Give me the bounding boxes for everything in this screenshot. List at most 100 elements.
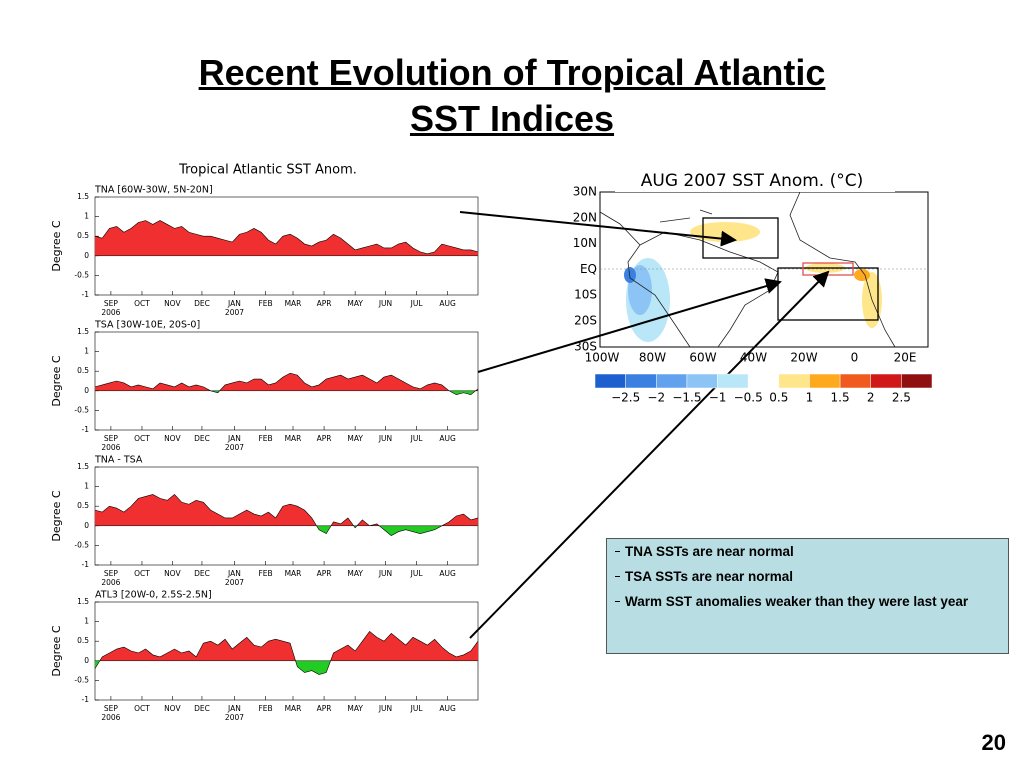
- x-tick-label: NOV: [164, 569, 181, 578]
- y-tick-label: 0: [84, 251, 89, 260]
- region-box: [702, 217, 779, 259]
- arrow: [469, 270, 830, 639]
- x-tick-label: JUN: [378, 704, 392, 713]
- x-tick-label: SEP: [104, 704, 118, 713]
- y-tick-label: 1.5: [77, 462, 89, 471]
- y-axis-label: Degree C: [50, 625, 63, 677]
- year-label: 2006: [101, 443, 120, 452]
- arrow: [477, 278, 782, 373]
- panel-title: Tropical Atlantic SST Anom.: [178, 163, 357, 178]
- colorbar-cell: [686, 373, 718, 389]
- x-tick-label: JUL: [410, 569, 424, 578]
- x-tick-label: APR: [317, 569, 332, 578]
- area-outline: [94, 630, 479, 675]
- bullet-text: TSA SSTs are near normal: [625, 569, 794, 584]
- y-tick-label: 0.5: [77, 501, 89, 510]
- x-tick-label: JAN: [227, 299, 241, 308]
- y-tick-label: 0: [84, 521, 89, 530]
- y-tick-label: -1: [82, 560, 90, 569]
- year-label: 2007: [225, 713, 244, 722]
- x-tick-label: NOV: [164, 434, 181, 443]
- x-tick-label: AUG: [439, 299, 456, 308]
- x-tick-label: MAR: [285, 569, 302, 578]
- colorbar-cell: [778, 373, 810, 389]
- y-tick-label: -0.5: [74, 540, 89, 549]
- y-tick-label: 1: [84, 347, 89, 356]
- lat-label: 10N: [573, 236, 597, 250]
- coastline: [789, 191, 896, 348]
- colorbar-cell: [839, 373, 871, 389]
- y-tick-label: 1: [84, 482, 89, 491]
- title-line: SST Indices: [409, 98, 615, 139]
- x-tick-label: MAY: [347, 704, 363, 713]
- x-tick-label: APR: [317, 299, 332, 308]
- slide-title: Recent Evolution of Tropical Atlantic SS…: [0, 50, 1024, 142]
- x-tick-label: OCT: [134, 434, 150, 443]
- chart-title: ATL3 [20W-0, 2.5S-2.5N]: [95, 590, 212, 601]
- x-tick-label: MAR: [285, 704, 302, 713]
- x-tick-label: FEB: [258, 569, 272, 578]
- x-tick-label: JUN: [378, 434, 392, 443]
- y-axis-label: Degree C: [50, 220, 63, 272]
- x-tick-label: AUG: [439, 569, 456, 578]
- arrow: [459, 211, 737, 247]
- x-tick-label: APR: [317, 434, 332, 443]
- x-tick-label: OCT: [134, 704, 150, 713]
- x-tick-label: MAY: [347, 299, 363, 308]
- x-tick-label: NOV: [164, 704, 181, 713]
- x-tick-label: APR: [317, 704, 332, 713]
- y-tick-label: -1: [82, 425, 90, 434]
- x-tick-label: JUL: [410, 299, 424, 308]
- bullet-text: TNA SSTs are near normal: [625, 544, 794, 559]
- bullet: TSA SSTs are near normal: [615, 568, 1000, 585]
- colorbar-cell: [747, 373, 780, 389]
- colorbar-label: 2.5: [892, 391, 911, 405]
- y-tick-label: 0.5: [77, 366, 89, 375]
- x-tick-label: JUL: [410, 704, 424, 713]
- x-tick-label: JAN: [227, 569, 241, 578]
- y-tick-label: 1: [84, 617, 89, 626]
- lat-label: EQ: [580, 262, 597, 276]
- lon-label: 20E: [894, 351, 917, 365]
- y-tick-label: -1: [82, 695, 90, 704]
- area-positive: [95, 494, 478, 526]
- x-tick-label: OCT: [134, 569, 150, 578]
- y-tick-label: 1.5: [77, 327, 89, 336]
- text-box: TNA SSTs are near normal TSA SSTs are ne…: [606, 538, 1009, 654]
- y-axis-label: Degree C: [50, 355, 63, 407]
- coastline: [627, 231, 779, 348]
- year-label: 2006: [101, 308, 120, 317]
- colorbar-cell: [594, 373, 626, 389]
- colorbar-cell: [656, 373, 688, 389]
- colorbar-label: −2: [647, 391, 665, 405]
- colorbar-label: −1.5: [672, 391, 701, 405]
- colorbar-label: −0.5: [734, 391, 763, 405]
- colorbar-cell: [625, 373, 657, 389]
- x-tick-label: JUN: [378, 569, 392, 578]
- x-tick-label: MAR: [285, 299, 302, 308]
- year-label: 2007: [225, 308, 244, 317]
- x-tick-label: AUG: [439, 704, 456, 713]
- x-tick-label: FEB: [258, 299, 272, 308]
- colorbar-label: 2: [867, 391, 875, 405]
- x-tick-label: DEC: [194, 299, 210, 308]
- y-tick-label: 0.5: [77, 636, 89, 645]
- region-box: [777, 267, 879, 321]
- colorbar-cell: [717, 373, 749, 389]
- x-tick-label: MAY: [347, 569, 363, 578]
- bullet: TNA SSTs are near normal: [615, 543, 1000, 560]
- area-positive: [95, 373, 478, 391]
- x-tick-label: DEC: [194, 704, 210, 713]
- colorbar-label: 1: [806, 391, 814, 405]
- y-axis-label: Degree C: [50, 490, 63, 542]
- x-tick-label: NOV: [164, 299, 181, 308]
- colorbar-label: 1.5: [831, 391, 850, 405]
- x-tick-label: FEB: [258, 704, 272, 713]
- coastline: [599, 209, 713, 246]
- colorbar-cell: [809, 373, 841, 389]
- y-tick-label: 1: [84, 212, 89, 221]
- area-positive: [95, 220, 478, 256]
- plot-frame: [94, 331, 479, 431]
- chart-title: TNA - TSA: [94, 455, 143, 466]
